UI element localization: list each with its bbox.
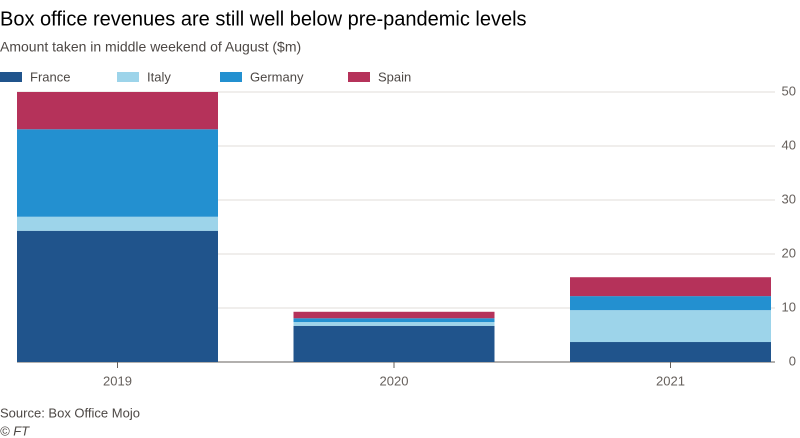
bar-segment [293, 318, 495, 323]
legend-swatch [220, 72, 242, 82]
chart-subtitle: Amount taken in middle weekend of August… [0, 39, 301, 55]
y-tick-label: 0 [789, 353, 796, 368]
x-tick-label: 2019 [103, 373, 132, 388]
credit: © FT [0, 423, 30, 438]
y-tick-label: 10 [782, 299, 796, 314]
legend-swatch [348, 72, 370, 82]
source: Source: Box Office Mojo [0, 405, 140, 420]
bar-segment [17, 230, 218, 362]
legend-label: Italy [147, 69, 171, 84]
y-tick-label: 30 [782, 191, 796, 206]
bar-segment [293, 311, 495, 319]
legend-swatch [117, 72, 139, 82]
bar-segment [17, 92, 218, 130]
bar-segment [570, 277, 771, 297]
bar-segment [17, 216, 218, 231]
x-tick-label: 2021 [656, 373, 685, 388]
y-tick-label: 40 [782, 137, 796, 152]
bar-segment [570, 342, 771, 362]
bar-segment [570, 296, 771, 311]
y-tick-label: 20 [782, 245, 796, 260]
bar-segment [293, 325, 495, 362]
bar-segment [17, 129, 218, 217]
x-tick-label: 2020 [380, 373, 409, 388]
legend-swatch [0, 72, 22, 82]
legend-label: Spain [378, 69, 411, 84]
y-tick-label: 50 [782, 83, 796, 98]
legend-label: Germany [250, 69, 304, 84]
chart-title: Box office revenues are still well below… [0, 8, 527, 30]
bar-segment [293, 322, 495, 326]
legend-label: France [30, 69, 70, 84]
bar-segment [570, 310, 771, 343]
